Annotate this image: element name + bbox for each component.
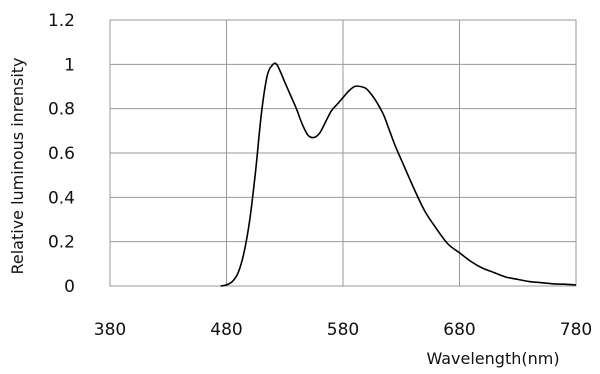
y-tick-label: 0 xyxy=(64,277,75,297)
x-tick-labels: 380 480 580 680 780 xyxy=(94,320,592,340)
x-tick-label: 480 xyxy=(210,320,242,340)
x-axis-title: Wavelength(nm) xyxy=(426,349,559,368)
y-tick-label: 0.6 xyxy=(48,144,75,164)
y-tick-labels: 0 0.2 0.4 0.6 0.8 1 1.2 xyxy=(48,11,75,297)
y-tick-label: 0.2 xyxy=(48,233,75,253)
x-tick-label: 680 xyxy=(443,320,475,340)
y-tick-label: 1 xyxy=(64,55,75,75)
grid-lines xyxy=(109,19,577,287)
x-tick-label: 380 xyxy=(94,320,126,340)
y-tick-label: 0.8 xyxy=(48,100,75,120)
y-tick-label: 0.4 xyxy=(48,188,75,208)
x-tick-label: 780 xyxy=(560,320,592,340)
x-tick-label: 580 xyxy=(327,320,359,340)
y-tick-label: 1.2 xyxy=(48,11,75,31)
plot-frame xyxy=(109,19,577,287)
y-axis-title: Relative luminous inrensity xyxy=(8,57,27,274)
spectrum-curve xyxy=(220,62,577,287)
